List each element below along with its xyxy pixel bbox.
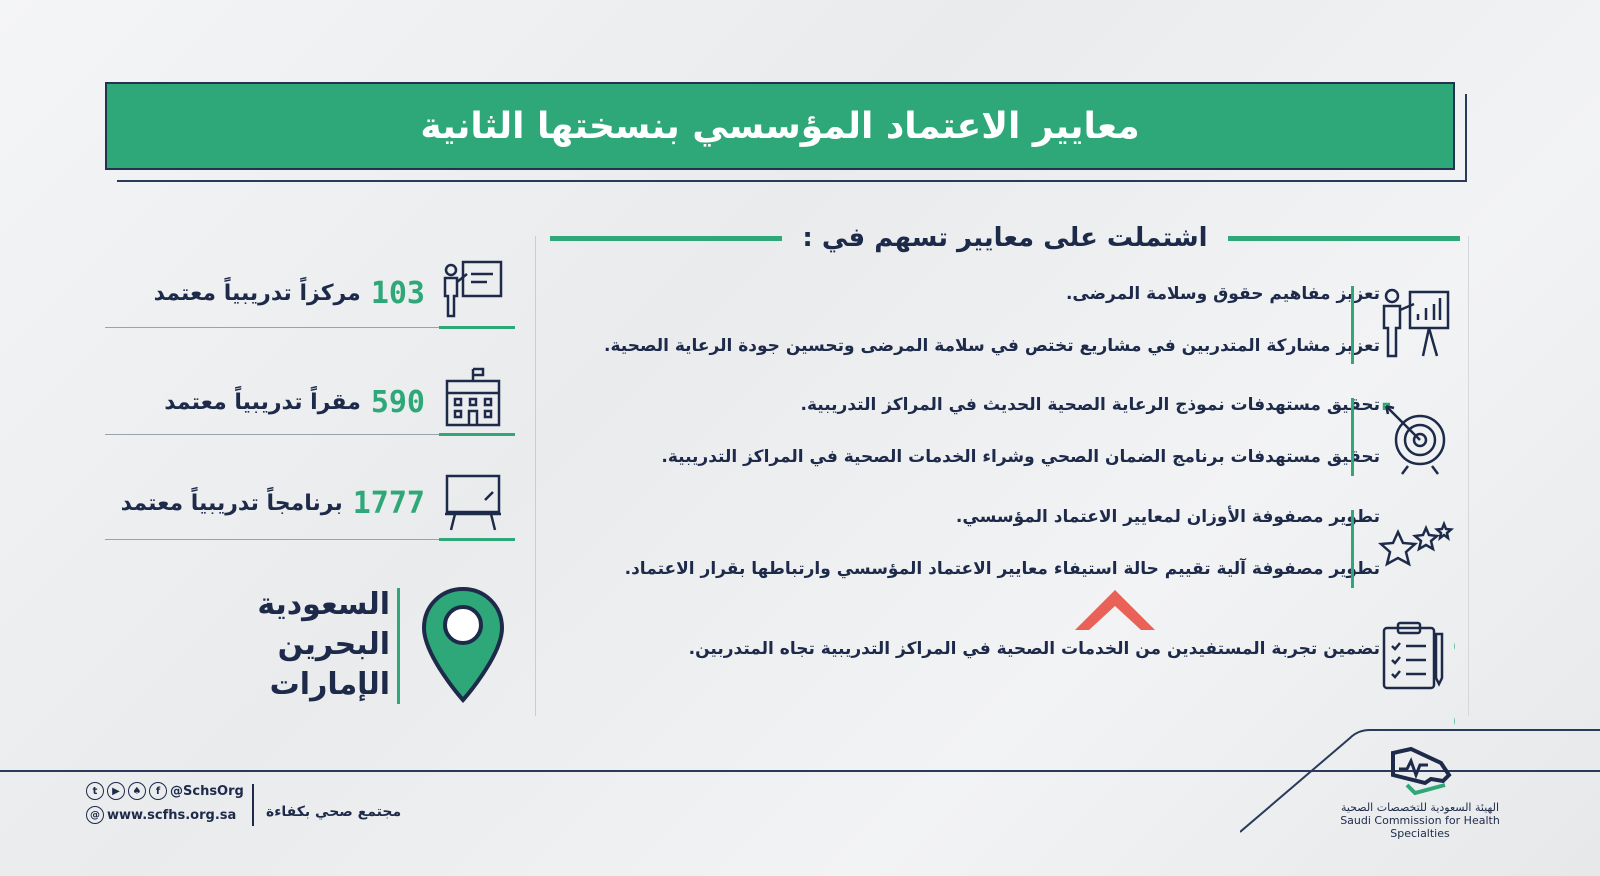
page-title: معايير الاعتماد المؤسسي بنسختها الثانية xyxy=(105,82,1455,170)
svg-text:المنصة: المنصة xyxy=(1450,597,1455,671)
youtube-icon[interactable]: ▶ xyxy=(107,782,125,800)
watermark-logo: المنصةالسعودية xyxy=(1075,590,1455,745)
facebook-icon[interactable]: f xyxy=(149,782,167,800)
logo-text-en: Saudi Commission for Health Specialties xyxy=(1340,814,1500,840)
stars-icon xyxy=(1378,520,1454,567)
criteria-group: تعزيز مفاهيم حقوق وسلامة المرضى. تعزيز م… xyxy=(580,284,1380,388)
footer-curve xyxy=(1240,729,1600,833)
target-arrow-icon xyxy=(1382,402,1446,475)
stat-programs: 1777 برنامجاً تدريبياً معتمد xyxy=(105,470,515,570)
divider xyxy=(1227,235,1460,241)
stat-label: برنامجاً تدريبياً معتمد xyxy=(120,491,343,516)
criteria-item: تحقيق مستهدفات برنامج الضمان الصحي وشراء… xyxy=(661,447,1380,467)
criteria-item: تحقيق مستهدفات نموذج الرعاية الصحية الحد… xyxy=(800,395,1381,415)
divider xyxy=(105,539,515,540)
twitter-icon[interactable]: t xyxy=(86,782,104,800)
country: البحرين xyxy=(277,627,390,662)
snapchat-icon[interactable]: ♠ xyxy=(128,782,146,800)
scfhs-logo-mark xyxy=(1391,746,1452,796)
criteria-group: تطوير مصفوفة الأوزان لمعايير الاعتماد ال… xyxy=(580,507,1380,611)
location-pin-icon xyxy=(421,586,505,704)
title-shadow xyxy=(117,94,1467,182)
stat-sites: 590 مقراً تدريبياً معتمد xyxy=(105,365,515,465)
stat-value: 1777 xyxy=(352,486,425,521)
countries-list: السعودية البحرين الإمارات xyxy=(110,585,390,705)
criteria-item: تضمين تجربة المستفيدين من الخدمات الصحية… xyxy=(688,639,1380,659)
criteria-group: تحقيق مستهدفات نموذج الرعاية الصحية الحد… xyxy=(580,395,1380,499)
country: السعودية xyxy=(257,587,390,622)
footer-divider xyxy=(0,770,1600,772)
building-icon xyxy=(445,367,501,427)
criteria-item: تعزيز مشاركة المتدربين في مشاريع تختص في… xyxy=(604,336,1380,356)
footer-divider xyxy=(252,784,254,826)
trainer-board-icon xyxy=(443,260,503,318)
website-link[interactable]: www.scfhs.org.sa xyxy=(107,807,237,823)
svg-text:السعودية: السعودية xyxy=(1450,672,1455,745)
trainer-presentation-icon xyxy=(1382,288,1450,358)
title-banner: معايير الاعتماد المؤسسي بنسختها الثانية xyxy=(105,82,1467,182)
group-bar xyxy=(397,588,400,704)
criteria-group: تضمين تجربة المستفيدين من الخدمات الصحية… xyxy=(580,639,1380,691)
clipboard-checklist-icon xyxy=(1382,621,1444,690)
stat-centers: 103 مركزاً تدريبياً معتمد xyxy=(105,258,515,358)
globe-icon: @ xyxy=(86,806,104,824)
group-bar xyxy=(1351,286,1354,364)
divider xyxy=(105,434,515,435)
group-bar xyxy=(1351,510,1354,588)
slogan: مجتمع صحي بكفاءة xyxy=(266,804,402,820)
divider xyxy=(105,327,515,328)
divider xyxy=(550,235,783,241)
stat-label: مركزاً تدريبياً معتمد xyxy=(153,281,361,306)
stat-value: 590 xyxy=(370,385,425,420)
criteria-item: تطوير مصفوفة الأوزان لمعايير الاعتماد ال… xyxy=(955,507,1380,527)
footer-contact: t ▶ ♠ f @SchsOrg @ www.scfhs.org.sa xyxy=(86,782,244,830)
section-heading-text: اشتملت على معايير تسهم في : xyxy=(802,223,1208,253)
logo-text-ar: الهيئة السعودية للتخصصات الصحية xyxy=(1340,801,1500,814)
social-handle[interactable]: @SchsOrg xyxy=(170,783,244,799)
country: الإمارات xyxy=(269,667,390,702)
column-divider xyxy=(1468,236,1469,716)
column-divider xyxy=(535,236,536,716)
whiteboard-icon xyxy=(445,474,501,531)
stat-value: 103 xyxy=(370,276,425,311)
criteria-item: تعزيز مفاهيم حقوق وسلامة المرضى. xyxy=(1065,284,1380,304)
section-heading: اشتملت على معايير تسهم في : xyxy=(550,218,1460,258)
accent-underline xyxy=(439,326,515,329)
accent-underline xyxy=(439,538,515,541)
criteria-item: تطوير مصفوفة آلية تقييم حالة استيفاء معا… xyxy=(624,559,1380,579)
group-bar xyxy=(1351,398,1354,476)
accent-underline xyxy=(439,433,515,436)
scfhs-logo: الهيئة السعودية للتخصصات الصحية Saudi Co… xyxy=(1320,745,1520,840)
stat-label: مقراً تدريبياً معتمد xyxy=(164,390,361,415)
